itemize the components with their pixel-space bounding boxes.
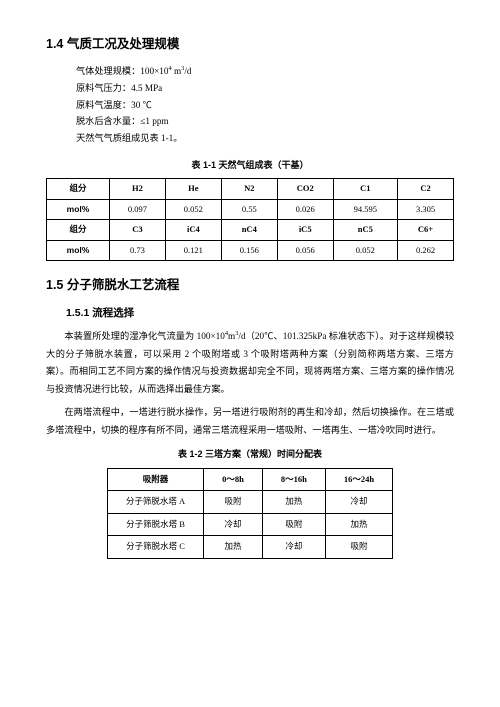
- col-head: C2: [398, 179, 454, 200]
- spec-scale: 气体处理规模：100×104 m3/d: [76, 64, 454, 79]
- spec-scale-unit-pre: m: [172, 66, 181, 76]
- col-head: C1: [333, 179, 397, 200]
- table-1-1-caption: 表 1-1 天然气组成表（干基）: [46, 158, 454, 172]
- schedule-cell: 冷却: [262, 536, 325, 559]
- col-head: iC5: [277, 220, 333, 241]
- schedule-cell: 加热: [204, 536, 263, 559]
- col-head: nC4: [221, 220, 277, 241]
- row-label-mol: mol%: [47, 240, 110, 261]
- table-1-1: 组分 H2 He N2 CO2 C1 C2 mol% 0.097 0.052 0…: [46, 178, 454, 261]
- table-row: 组分 H2 He N2 CO2 C1 C2: [47, 179, 454, 200]
- cell: 0.097: [109, 199, 165, 220]
- col-head: iC4: [165, 220, 221, 241]
- cell: 0.121: [165, 240, 221, 261]
- table-row: mol% 0.73 0.121 0.156 0.056 0.052 0.262: [47, 240, 454, 261]
- col-head: CO2: [277, 179, 333, 200]
- spec-temperature: 原料气温度：30 ℃: [76, 98, 454, 113]
- schedule-cell: 吸附: [262, 513, 325, 536]
- cell: 0.156: [221, 240, 277, 261]
- schedule-cell: 冷却: [204, 513, 263, 536]
- cell: 0.73: [109, 240, 165, 261]
- spec-pressure: 原料气压力：4.5 MPa: [76, 81, 454, 96]
- spec-list: 气体处理规模：100×104 m3/d 原料气压力：4.5 MPa 原料气温度：…: [76, 64, 454, 146]
- cell: 94.595: [333, 199, 397, 220]
- table-row: mol% 0.097 0.052 0.55 0.026 94.595 3.305: [47, 199, 454, 220]
- schedule-cell: 冷却: [325, 491, 392, 514]
- table-row: 组分 C3 iC4 nC4 iC5 nC5 C6+: [47, 220, 454, 241]
- col-head: C6+: [398, 220, 454, 241]
- row-label-mol: mol%: [47, 199, 110, 220]
- schedule-cell: 吸附: [325, 536, 392, 559]
- table-row: 吸附器 0～8h 8～16h 16～24h: [107, 468, 392, 491]
- para1-a: 本装置所处理的湿净化气流量为 100×10: [64, 331, 224, 341]
- cell: 0.262: [398, 240, 454, 261]
- table-1-2: 吸附器 0～8h 8～16h 16～24h 分子筛脱水塔 A 吸附 加热 冷却 …: [107, 468, 393, 559]
- cell: 0.026: [277, 199, 333, 220]
- col-head: nC5: [333, 220, 397, 241]
- heading-1-5: 1.5 分子筛脱水工艺流程: [46, 275, 454, 295]
- table-1-2-caption: 表 1-2 三塔方案（常规）时间分配表: [46, 447, 454, 461]
- heading-1-5-1: 1.5.1 流程选择: [66, 305, 454, 322]
- col-head: He: [165, 179, 221, 200]
- row-label-comp: 组分: [47, 179, 110, 200]
- schedule-cell: 加热: [262, 491, 325, 514]
- paragraph-2: 在两塔流程中，一塔进行脱水操作，另一塔进行吸附剂的再生和冷却，然后切换操作。在三…: [46, 404, 454, 439]
- schedule-head: 吸附器: [107, 468, 203, 491]
- schedule-cell: 分子筛脱水塔 A: [107, 491, 203, 514]
- cell: 3.305: [398, 199, 454, 220]
- paragraph-1: 本装置所处理的湿净化气流量为 100×104m3/d（20℃、101.325kP…: [46, 328, 454, 398]
- table-row: 分子筛脱水塔 C 加热 冷却 吸附: [107, 536, 392, 559]
- table-row: 分子筛脱水塔 A 吸附 加热 冷却: [107, 491, 392, 514]
- cell: 0.052: [333, 240, 397, 261]
- schedule-head: 0～8h: [204, 468, 263, 491]
- schedule-head: 16～24h: [325, 468, 392, 491]
- schedule-cell: 加热: [325, 513, 392, 536]
- schedule-cell: 分子筛脱水塔 B: [107, 513, 203, 536]
- schedule-cell: 分子筛脱水塔 C: [107, 536, 203, 559]
- col-head: H2: [109, 179, 165, 200]
- spec-water: 脱水后含水量：≤1 ppm: [76, 114, 454, 129]
- heading-1-4: 1.4 气质工况及处理规模: [46, 34, 454, 54]
- spec-scale-pre: 气体处理规模：100×10: [76, 66, 168, 76]
- col-head: C3: [109, 220, 165, 241]
- row-label-comp: 组分: [47, 220, 110, 241]
- schedule-head: 8～16h: [262, 468, 325, 491]
- col-head: N2: [221, 179, 277, 200]
- cell: 0.052: [165, 199, 221, 220]
- spec-ref: 天然气气质组成见表 1-1。: [76, 131, 454, 146]
- schedule-cell: 吸附: [204, 491, 263, 514]
- cell: 0.056: [277, 240, 333, 261]
- cell: 0.55: [221, 199, 277, 220]
- spec-scale-post: /d: [184, 66, 191, 76]
- table-row: 分子筛脱水塔 B 冷却 吸附 加热: [107, 513, 392, 536]
